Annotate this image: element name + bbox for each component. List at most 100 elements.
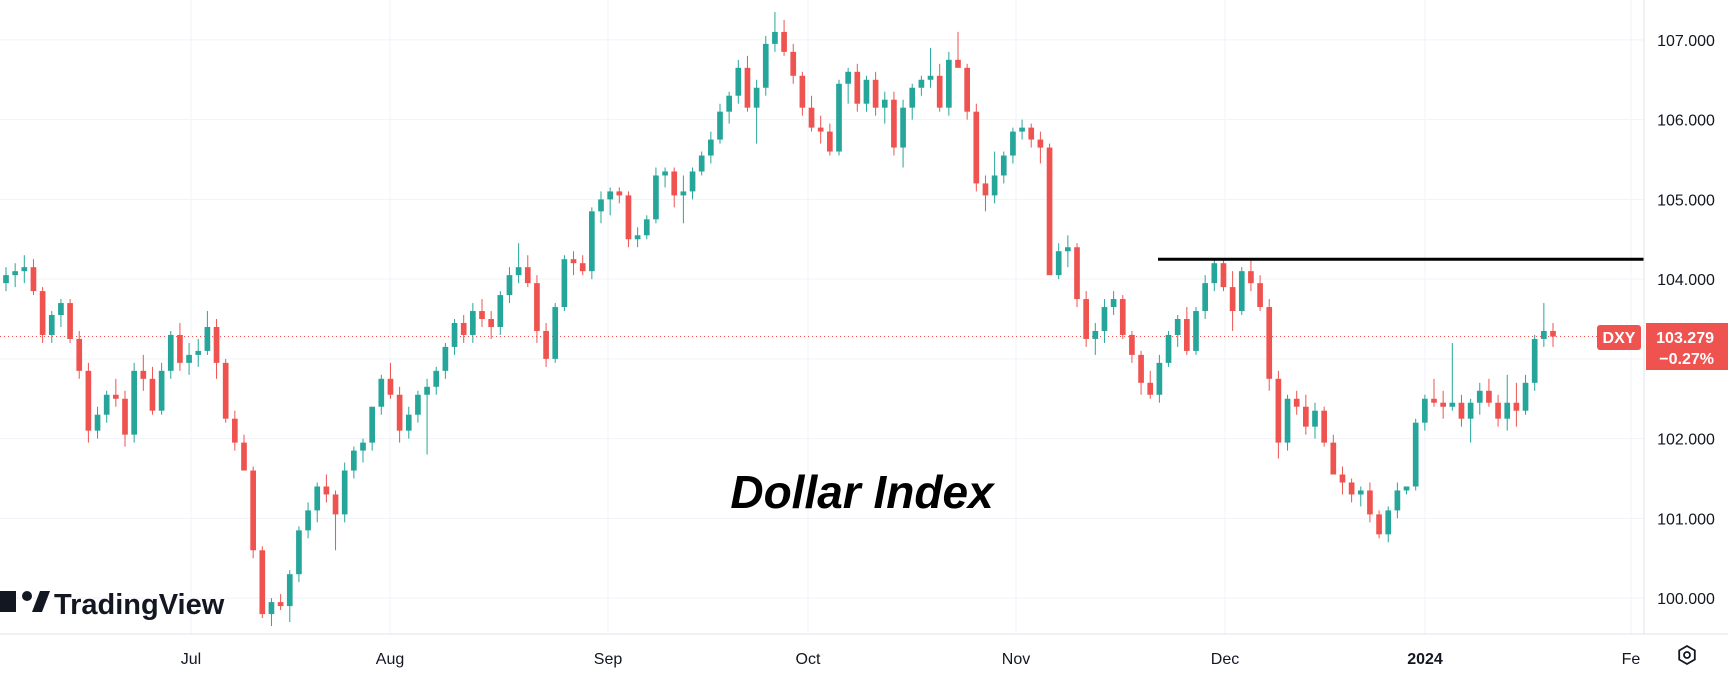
candle[interactable] [1174, 315, 1181, 347]
candle[interactable] [1367, 482, 1373, 523]
candle[interactable] [1385, 506, 1392, 543]
candle[interactable] [351, 446, 357, 479]
candle[interactable] [433, 366, 440, 395]
candle[interactable] [369, 406, 375, 451]
candle[interactable] [515, 243, 522, 284]
candle[interactable] [1431, 378, 1437, 407]
candle[interactable] [1110, 291, 1117, 316]
candle[interactable] [836, 79, 842, 156]
candle[interactable] [222, 358, 229, 423]
candle[interactable] [232, 410, 238, 451]
candle[interactable] [405, 406, 412, 439]
candle[interactable] [1065, 235, 1071, 268]
candle[interactable] [1293, 390, 1300, 415]
candle[interactable] [726, 91, 732, 124]
candle[interactable] [570, 251, 577, 276]
candle[interactable] [762, 35, 769, 96]
candle[interactable] [1376, 510, 1382, 539]
candle[interactable] [1037, 131, 1044, 164]
candle[interactable] [1211, 259, 1218, 292]
candle[interactable] [1394, 482, 1401, 519]
candle[interactable] [1504, 374, 1511, 431]
candle[interactable] [790, 43, 797, 84]
candle[interactable] [1083, 291, 1089, 347]
candle[interactable] [305, 502, 311, 539]
candle[interactable] [1458, 394, 1465, 427]
candle[interactable] [140, 354, 147, 391]
candle[interactable] [918, 75, 925, 96]
candle[interactable] [662, 167, 668, 188]
candle[interactable] [167, 330, 174, 379]
candle[interactable] [1284, 394, 1291, 451]
candle[interactable] [1467, 398, 1474, 443]
candle[interactable] [131, 362, 137, 443]
candle[interactable] [909, 83, 916, 120]
candle[interactable] [625, 191, 632, 248]
candle[interactable] [204, 311, 211, 355]
candle[interactable] [1238, 267, 1245, 316]
candle[interactable] [149, 366, 156, 415]
candle[interactable] [442, 342, 449, 379]
candle[interactable] [607, 187, 613, 216]
candle[interactable] [39, 287, 46, 343]
candle[interactable] [76, 330, 83, 379]
candle[interactable] [12, 263, 18, 288]
candle[interactable] [799, 71, 806, 116]
candle[interactable] [1275, 370, 1282, 459]
candle[interactable] [708, 131, 714, 164]
candle[interactable] [808, 95, 815, 132]
candle[interactable] [460, 315, 467, 343]
candle[interactable] [1248, 259, 1254, 292]
candle[interactable] [286, 570, 293, 623]
candle[interactable] [1000, 151, 1007, 184]
candle[interactable] [1440, 390, 1446, 419]
candle[interactable] [946, 51, 952, 116]
candle[interactable] [872, 71, 879, 116]
candle[interactable] [817, 115, 824, 144]
candle[interactable] [341, 462, 348, 523]
candle[interactable] [415, 390, 421, 423]
candle[interactable] [643, 215, 650, 240]
candle[interactable] [1449, 342, 1456, 411]
candle[interactable] [506, 267, 513, 304]
candle[interactable] [250, 466, 256, 559]
candle[interactable] [396, 386, 403, 443]
candle[interactable] [378, 374, 385, 415]
candle[interactable] [1092, 322, 1099, 355]
candle[interactable] [479, 299, 485, 327]
candle[interactable] [671, 167, 678, 208]
candle[interactable] [772, 11, 778, 52]
tradingview-brand[interactable]: TradingView [0, 589, 225, 621]
candle[interactable] [552, 303, 559, 363]
candle[interactable] [1193, 307, 1199, 355]
candle[interactable] [680, 175, 687, 224]
candle[interactable] [845, 67, 851, 104]
price-scale[interactable] [1644, 0, 1728, 634]
candle[interactable] [1303, 394, 1309, 435]
candle[interactable] [1147, 370, 1154, 399]
candle[interactable] [1129, 330, 1135, 363]
candle[interactable] [1495, 394, 1501, 427]
candle[interactable] [1184, 307, 1190, 355]
candle[interactable] [1531, 334, 1538, 391]
candle[interactable] [186, 342, 192, 375]
candle[interactable] [827, 123, 833, 156]
candle[interactable] [1412, 418, 1419, 491]
candle[interactable] [717, 103, 723, 144]
candle[interactable] [1550, 322, 1556, 347]
candle[interactable] [1541, 303, 1547, 347]
candle[interactable] [589, 207, 595, 280]
candle[interactable] [67, 299, 73, 343]
candle[interactable] [881, 91, 888, 124]
candle[interactable] [1074, 243, 1080, 308]
settings-gear-icon[interactable] [1675, 643, 1699, 667]
candle[interactable] [534, 275, 540, 343]
candle[interactable] [213, 319, 220, 379]
candle[interactable] [936, 63, 943, 112]
candle[interactable] [598, 191, 604, 224]
candle[interactable] [470, 303, 476, 343]
candle[interactable] [1403, 486, 1410, 495]
candle[interactable] [1156, 354, 1163, 403]
candle[interactable] [634, 227, 641, 248]
candle[interactable] [1339, 466, 1346, 495]
